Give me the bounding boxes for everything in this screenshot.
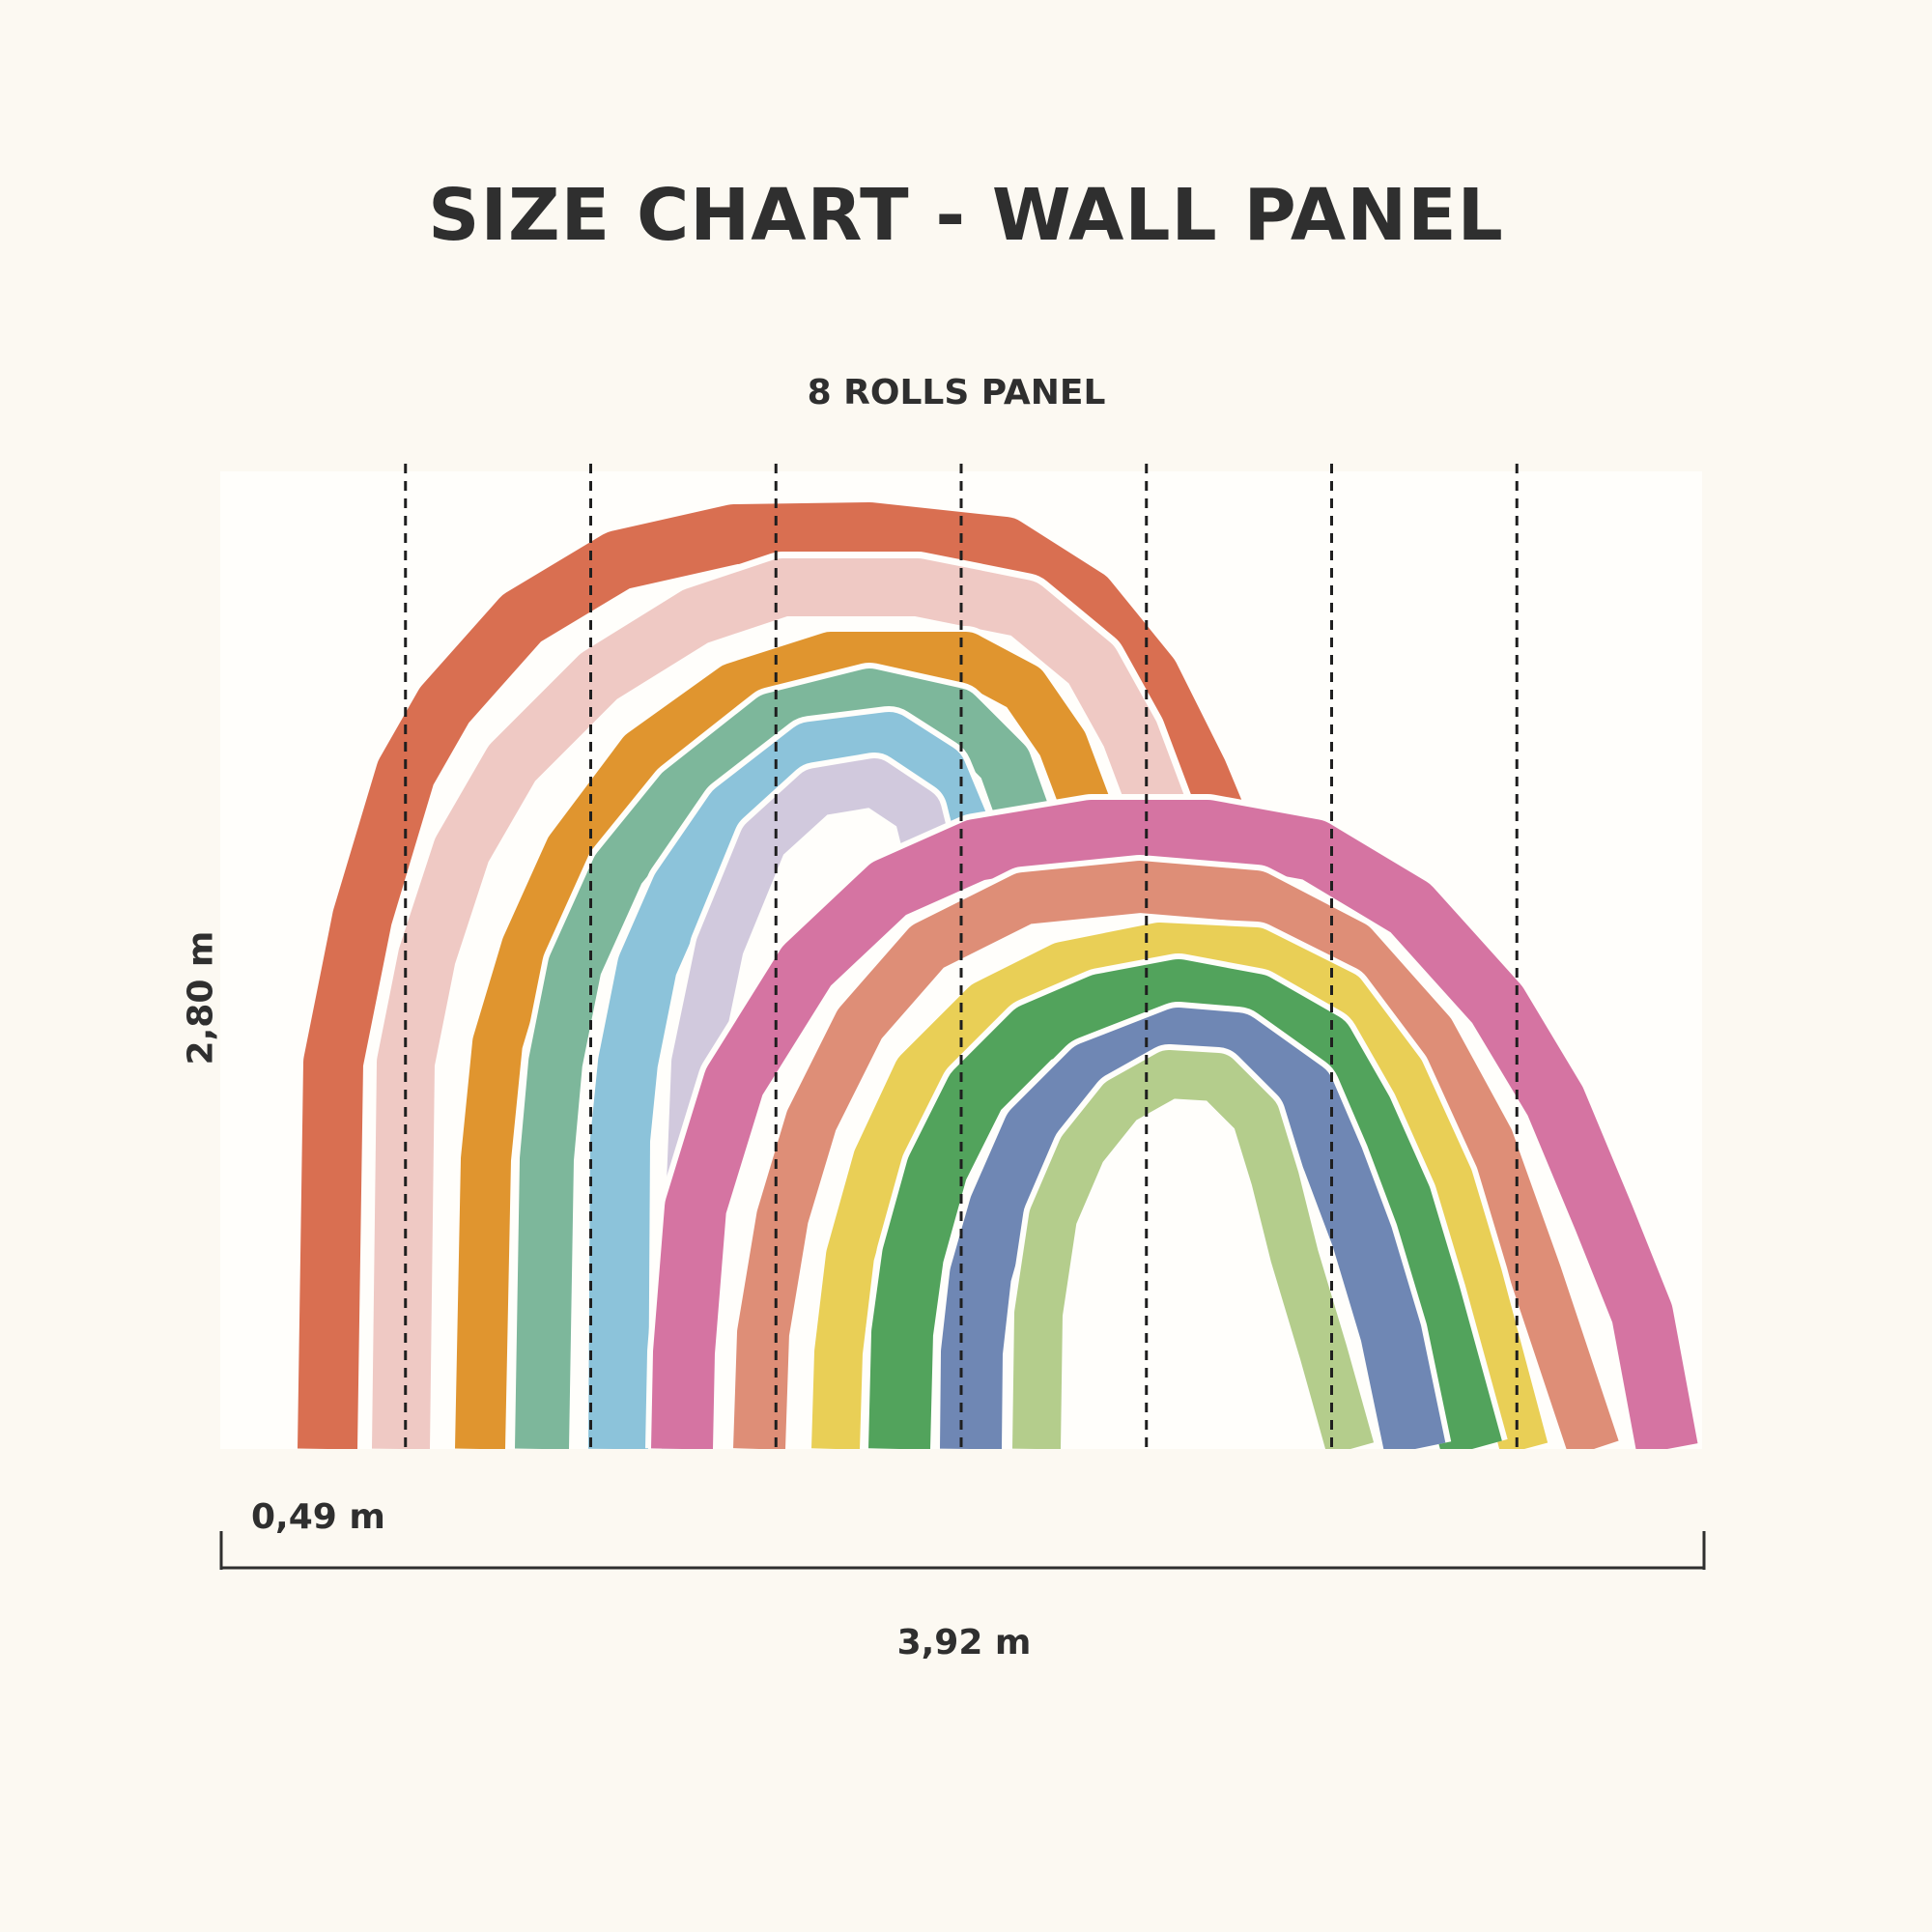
left-rainbow — [292, 497, 1256, 1449]
width-dimension-line — [219, 1531, 1706, 1570]
roll-seams — [404, 464, 1519, 1449]
panel-height-label: 2,80 m — [181, 930, 221, 1065]
right-rainbow — [645, 794, 1702, 1449]
page-title: SIZE CHART - WALL PANEL — [428, 174, 1504, 257]
panel-subtitle: 8 ROLLS PANEL — [807, 373, 1106, 412]
roll-width-label: 0,49 m — [251, 1497, 385, 1537]
total-width-label: 3,92 m — [896, 1623, 1032, 1662]
